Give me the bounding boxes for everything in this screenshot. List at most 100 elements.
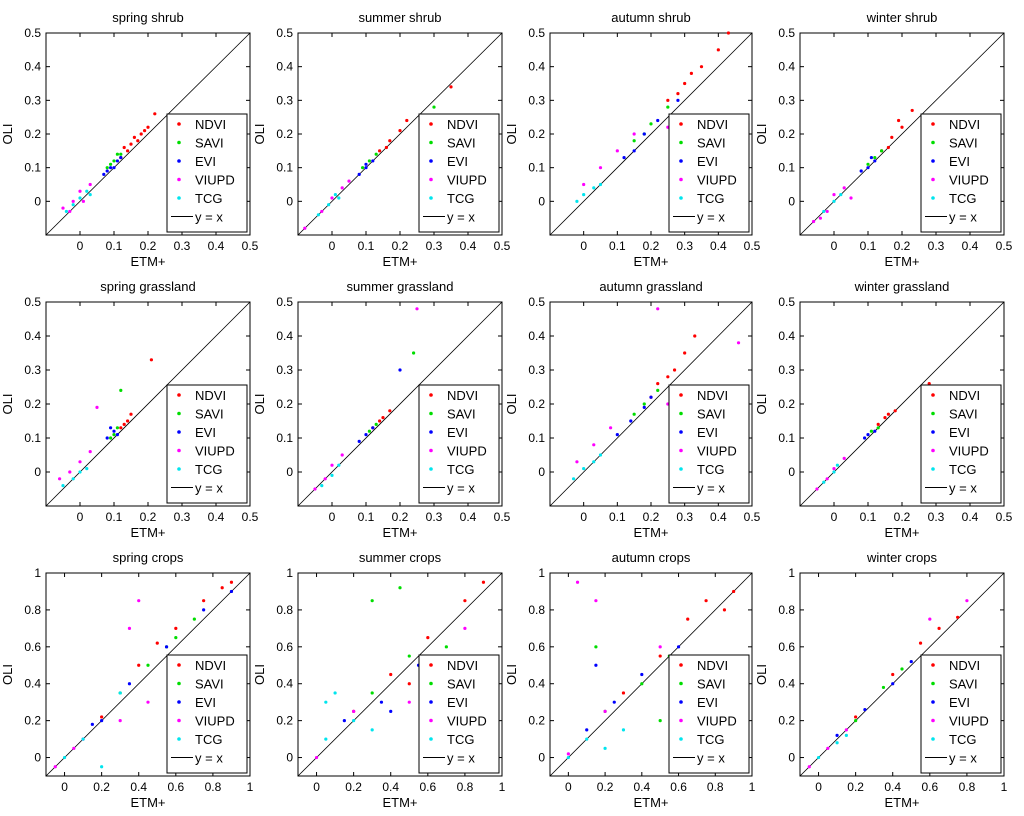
point-evi (112, 429, 116, 433)
legend-marker-evi (429, 159, 433, 163)
point-tcg (327, 203, 331, 207)
legend-label-savi: SAVI (697, 407, 726, 422)
subplot-winter-shrub: winter shrub 0 0.1 0.2 0.3 0.4 0.5 0 0.1 0.2 0.3 0.… (754, 10, 1013, 269)
x-tick-label: 0.5 (242, 239, 259, 253)
point-evi (364, 433, 368, 437)
y-tick-label: 0.6 (528, 640, 545, 654)
point-viupd (88, 182, 92, 187)
point-viupd (582, 182, 586, 187)
legend-marker-viupd (429, 718, 433, 723)
legend-marker-viupd (177, 448, 181, 453)
plot-title: spring grassland (100, 279, 195, 294)
y-tick-label: 0.6 (778, 640, 795, 654)
legend-marker-tcg (679, 467, 683, 471)
point-evi (866, 166, 870, 170)
legend-marker-evi (679, 159, 683, 163)
x-tick-label: 0.1 (106, 239, 123, 253)
x-tick-label: 0.4 (710, 510, 727, 524)
point-tcg (78, 196, 82, 200)
x-tick-label: 0.6 (419, 780, 436, 794)
point-ndvi (398, 129, 402, 133)
point-savi (407, 654, 411, 658)
x-tick-label: 0.5 (242, 510, 259, 524)
legend-label-line: y = x (697, 751, 725, 766)
y-tick-label: 0 (538, 194, 545, 208)
legend: NDVI SAVI EVI VIUPD TCG y = x (668, 113, 750, 233)
point-ndvi (202, 599, 206, 603)
y-tick-label: 0.3 (778, 93, 795, 107)
legend-marker-viupd (177, 177, 181, 182)
point-viupd (807, 765, 811, 769)
x-tick-label: 0 (61, 780, 68, 794)
y-tick-label: 0.6 (24, 640, 41, 654)
point-viupd (330, 196, 334, 200)
point-tcg (832, 199, 836, 203)
x-tick-label: 1 (749, 780, 756, 794)
point-ndvi (886, 412, 891, 416)
legend: NDVI SAVI EVI VIUPD TCG y = x (668, 654, 750, 774)
point-evi (891, 682, 895, 686)
point-viupd (352, 709, 356, 714)
point-savi (370, 691, 374, 695)
point-evi (676, 645, 681, 649)
x-tick-label: 0 (831, 510, 838, 524)
x-axis-label: ETM+ (130, 525, 165, 540)
y-tick-label: 0.3 (276, 363, 293, 377)
point-viupd (68, 209, 72, 214)
legend-label-line: y = x (195, 210, 223, 225)
point-ndvi (119, 426, 123, 430)
point-tcg (370, 728, 374, 732)
point-viupd (127, 626, 132, 630)
y-tick-label: 0.4 (528, 677, 545, 691)
point-evi (909, 659, 913, 664)
point-viupd (78, 460, 82, 464)
y-tick-label: 0 (788, 465, 795, 479)
legend-box (668, 384, 750, 504)
point-viupd (78, 189, 82, 193)
legend-label-viupd: VIUPD (949, 173, 989, 188)
x-tick-label: 0 (313, 780, 320, 794)
point-ndvi (129, 142, 133, 146)
legend-label-savi: SAVI (195, 677, 224, 692)
point-ndvi (927, 382, 931, 386)
point-viupd (849, 196, 853, 200)
legend-label-savi: SAVI (195, 407, 224, 422)
legend-marker-savi (931, 681, 935, 686)
x-axis-label: ETM+ (130, 254, 165, 269)
x-tick-label: 0 (580, 510, 587, 524)
point-viupd (842, 186, 846, 190)
point-evi (105, 169, 109, 173)
legend-label-viupd: VIUPD (195, 714, 235, 729)
y-tick-label: 0.4 (778, 329, 795, 343)
point-evi (615, 433, 619, 437)
legend-marker-savi (679, 681, 683, 686)
point-ndvi (146, 125, 150, 129)
x-axis-label: ETM+ (382, 254, 417, 269)
y-tick-label: 0.5 (276, 295, 293, 309)
point-savi (367, 429, 371, 433)
point-savi (658, 719, 662, 723)
y-tick-label: 0.2 (778, 397, 795, 411)
legend-label-evi: EVI (697, 695, 718, 710)
y-tick-label: 0.5 (24, 26, 41, 40)
legend-marker-evi (931, 700, 935, 704)
point-viupd (81, 199, 85, 203)
subplot-spring-shrub: spring shrub 0 0.1 0.2 0.3 0.4 0.5 0 0.1 0.2 0.3 0.… (0, 10, 259, 269)
legend-label-ndvi: NDVI (949, 388, 980, 403)
y-tick-label: 0.4 (778, 60, 795, 74)
y-axis-label: OLI (504, 124, 519, 145)
point-savi (900, 667, 904, 671)
subplot-summer-shrub: summer shrub 0 0.1 0.2 0.3 0.4 0.5 0 0.1 0.2 0.3 0.… (252, 10, 511, 269)
point-evi (632, 149, 636, 153)
point-viupd (340, 186, 344, 190)
x-tick-label: 0.1 (106, 510, 123, 524)
point-ndvi (726, 31, 731, 35)
point-evi (649, 395, 653, 399)
point-evi (115, 159, 119, 163)
x-tick-label: 0.2 (140, 239, 157, 253)
point-ndvi (463, 599, 467, 603)
legend-marker-viupd (931, 448, 935, 453)
y-tick-label: 0 (788, 194, 795, 208)
legend-marker-savi (679, 411, 683, 416)
x-tick-label: 0.3 (676, 239, 693, 253)
